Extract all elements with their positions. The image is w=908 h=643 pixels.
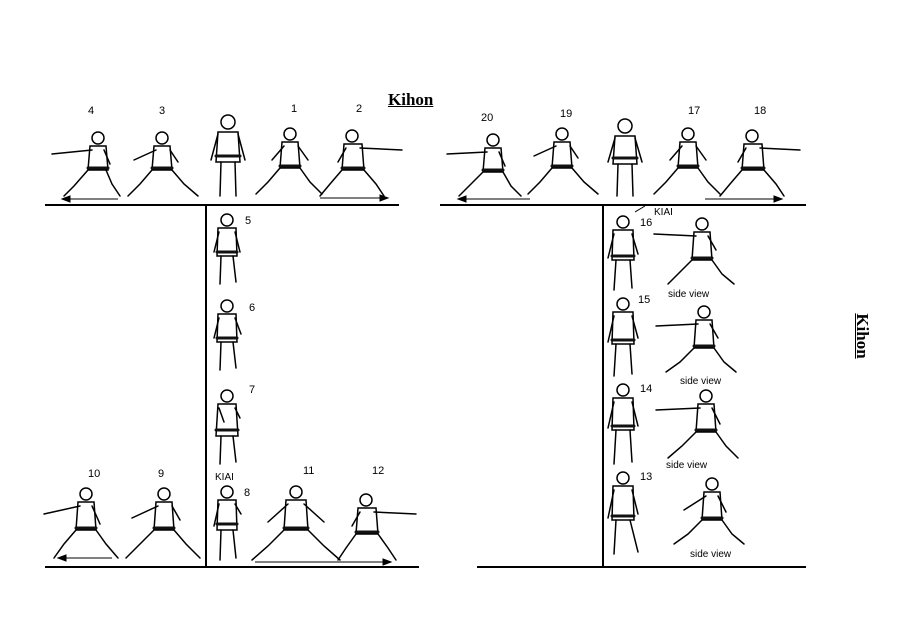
karate-figure-step-15-side-view — [655, 305, 737, 373]
karate-figure-step-6 — [213, 299, 242, 371]
karate-figure-step-19 — [527, 127, 599, 195]
karate-figure-step-17 — [653, 127, 721, 195]
karate-figure-step-11 — [251, 485, 341, 561]
karate-figure-step-10 — [43, 487, 119, 559]
karate-figure-step-16-side-view — [653, 217, 735, 285]
left-top-line — [45, 204, 399, 206]
step-number-10: 10 — [88, 468, 101, 480]
karate-figure-step-4 — [51, 131, 121, 197]
step-number-13: 13 — [640, 471, 653, 483]
karate-figure-step-20 — [446, 133, 522, 197]
left-bottom-line — [45, 566, 419, 568]
step-number-15: 15 — [638, 294, 651, 306]
step-number-4: 4 — [88, 105, 95, 117]
karate-figure-step-13-side-view — [673, 477, 745, 545]
karate-figure-step-13 — [607, 471, 639, 555]
step-number-8: 8 — [244, 487, 251, 499]
side-view-label-13: side view — [690, 549, 732, 560]
step-number-18: 18 — [754, 105, 767, 117]
step-number-12: 12 — [372, 465, 385, 477]
karate-figure-step-15 — [607, 297, 639, 377]
step-number-11: 11 — [303, 465, 315, 477]
step-number-20: 20 — [481, 112, 494, 124]
karate-figure-step-7 — [214, 389, 241, 465]
right-bottom-line — [477, 566, 806, 568]
karate-figure-step-2 — [319, 129, 403, 197]
left-vertical-line — [205, 204, 207, 568]
karate-figure-step-18 — [719, 129, 801, 197]
karate-figure-ready-stance-right — [607, 118, 643, 197]
step-number-3: 3 — [159, 105, 166, 117]
step-number-17: 17 — [688, 105, 701, 117]
karate-figure-step-14-side-view — [655, 389, 739, 459]
step-number-7: 7 — [249, 384, 256, 396]
karate-figure-step-14 — [607, 383, 639, 465]
kiai-label-8: KIAI — [215, 472, 234, 483]
karate-figure-ready-stance-left — [210, 114, 246, 197]
side-view-label-15: side view — [680, 376, 722, 387]
step-number-14: 14 — [640, 383, 653, 395]
karate-figure-step-12 — [337, 493, 417, 561]
step-number-6: 6 — [249, 302, 256, 314]
step-number-19: 19 — [560, 108, 573, 120]
karate-figure-step-3 — [127, 131, 199, 197]
right-vertical-line — [602, 204, 604, 568]
karate-figure-step-1 — [255, 127, 323, 195]
side-view-label-14: side view — [666, 460, 708, 471]
step-number-2: 2 — [356, 103, 363, 115]
step-number-1: 1 — [291, 103, 298, 115]
step-number-16: 16 — [640, 217, 653, 229]
side-view-label-16: side view — [668, 289, 710, 300]
karate-figure-step-8 — [213, 485, 242, 561]
step-number-5: 5 — [245, 215, 252, 227]
step-number-9: 9 — [158, 468, 165, 480]
karate-figure-step-16 — [607, 215, 639, 291]
karate-figure-step-9 — [125, 487, 201, 559]
page-title: Kihon — [388, 90, 434, 109]
right-top-line — [440, 204, 806, 206]
karate-figure-step-5 — [213, 213, 241, 285]
kiai-label-16: KIAI — [654, 207, 673, 218]
